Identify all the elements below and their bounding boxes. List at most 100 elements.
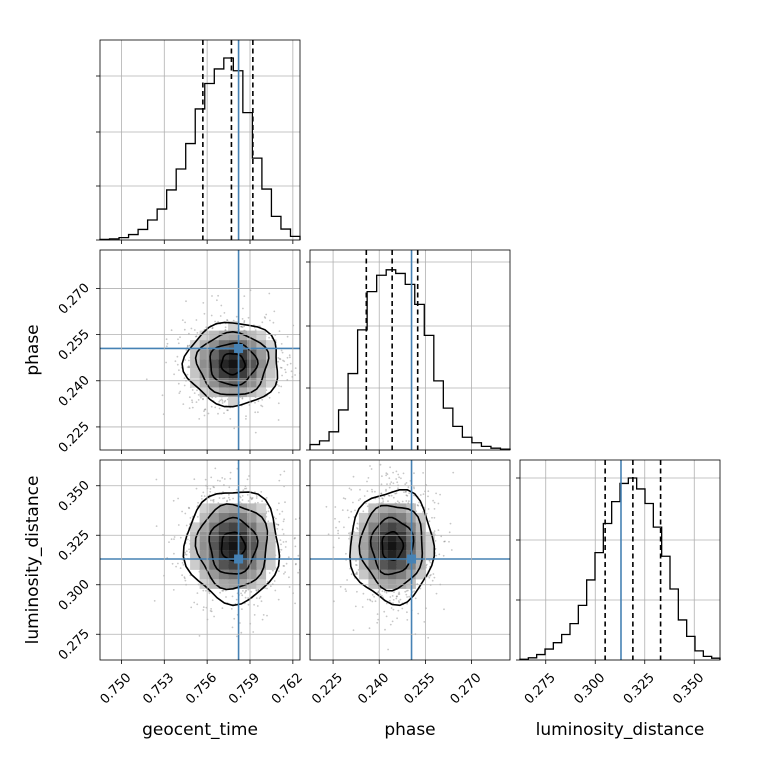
sample-point <box>196 389 198 392</box>
sample-point <box>277 360 279 363</box>
sample-point <box>425 512 428 515</box>
sample-point <box>371 594 374 596</box>
sample-point <box>269 319 271 322</box>
sample-point <box>219 315 222 317</box>
sample-point <box>380 492 382 495</box>
density-bin <box>349 531 359 542</box>
panel-frame <box>99 249 301 451</box>
sample-point <box>224 399 227 402</box>
sample-point <box>267 510 270 513</box>
sample-point <box>223 312 226 314</box>
density-bin <box>358 522 369 532</box>
density-bin <box>368 541 378 551</box>
density-bin <box>218 368 229 379</box>
histogram-step <box>309 269 511 450</box>
density-bin <box>218 330 229 341</box>
density-bin <box>247 541 257 551</box>
sample-point <box>241 397 244 400</box>
sample-point <box>405 500 408 502</box>
density-bin <box>199 368 210 379</box>
sample-point <box>297 571 299 574</box>
sample-point <box>259 595 262 598</box>
sample-point <box>247 597 250 599</box>
sample-point <box>197 501 200 504</box>
sample-point <box>397 593 400 595</box>
sample-point <box>385 591 388 594</box>
density-bin <box>396 531 407 542</box>
density-bin <box>377 522 388 532</box>
sample-point <box>202 302 205 304</box>
sample-point <box>245 418 247 420</box>
sample-point <box>181 574 184 577</box>
sample-point <box>210 476 213 479</box>
sample-point <box>449 522 452 525</box>
sample-point <box>407 589 409 592</box>
sample-point <box>198 635 201 637</box>
density-bin <box>368 550 378 561</box>
sample-point <box>211 327 214 329</box>
sample-point <box>342 497 345 499</box>
density-bin <box>190 531 200 542</box>
density-bin <box>425 541 435 551</box>
sample-point <box>272 321 275 324</box>
density-bin <box>209 503 219 513</box>
sample-point <box>273 580 276 582</box>
sample-point <box>257 589 260 591</box>
sample-point <box>280 548 283 551</box>
density-bin <box>377 503 388 513</box>
sample-point <box>213 615 216 618</box>
sample-point <box>261 618 264 621</box>
density-bin <box>237 368 248 379</box>
sample-point <box>294 537 296 539</box>
sample-point <box>211 599 214 602</box>
sample-point <box>190 327 193 330</box>
y-tick-label-luminosity_distance: 0.300 <box>56 577 93 614</box>
x-tick-label-luminosity_distance: 0.325 <box>621 670 658 707</box>
sample-point <box>294 602 296 605</box>
sample-point <box>205 589 207 592</box>
density-bin <box>228 522 238 532</box>
y-tick-label-phase: 0.270 <box>56 281 93 318</box>
sample-point <box>187 506 190 509</box>
x-tick-label-geocent_time: 0.762 <box>269 670 306 707</box>
sample-point <box>350 488 353 491</box>
sample-point <box>288 576 290 579</box>
density-bin <box>266 550 276 561</box>
sample-point <box>177 524 180 526</box>
sample-point <box>380 492 383 495</box>
density-bin <box>256 368 267 379</box>
sample-point <box>243 295 246 297</box>
sample-point <box>430 574 432 576</box>
sample-point <box>212 499 215 501</box>
sample-point <box>290 370 293 373</box>
sample-point <box>348 487 351 490</box>
sample-point <box>193 478 196 481</box>
sample-point <box>186 538 189 541</box>
sample-point <box>173 538 175 540</box>
sample-point <box>365 502 367 505</box>
sample-point <box>212 499 214 502</box>
sample-point <box>207 412 210 415</box>
sample-point <box>366 598 369 601</box>
sample-point <box>190 606 193 609</box>
sample-point <box>293 537 296 540</box>
sample-point <box>184 512 187 515</box>
sample-point <box>204 478 207 481</box>
sample-point <box>394 492 397 495</box>
sample-point <box>383 495 386 498</box>
sample-point <box>350 510 353 513</box>
density-bin <box>247 503 257 513</box>
sample-point <box>385 474 387 477</box>
sample-point <box>179 567 182 569</box>
sample-point <box>241 499 244 501</box>
sample-point <box>448 531 451 534</box>
sample-point <box>213 486 216 489</box>
density-bin <box>387 550 397 561</box>
density-bin <box>266 522 276 532</box>
sample-point <box>266 580 269 583</box>
sample-point <box>385 615 388 618</box>
density-bin <box>387 541 397 551</box>
sample-point <box>177 497 180 500</box>
sample-point <box>344 588 347 590</box>
sample-point <box>363 495 366 497</box>
